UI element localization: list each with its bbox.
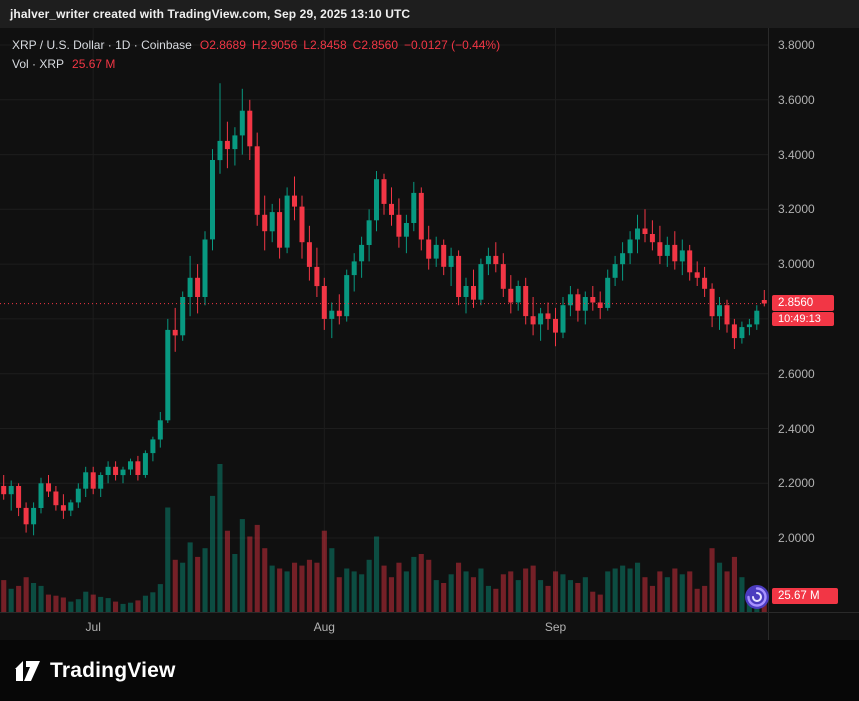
time-tick-label: Jul: [85, 620, 101, 634]
attribution-bar: jhalver_writer created with TradingView.…: [0, 0, 859, 28]
chart-pane[interactable]: XRP / U.S. Dollar · 1D · Coinbase O2.8689…: [0, 28, 770, 612]
ohlc-key: H: [251, 38, 261, 52]
price-tick-label: 3.2000: [778, 202, 815, 217]
price-tick-label: 2.4000: [778, 421, 815, 436]
price-tick-label: 3.4000: [778, 147, 815, 162]
legend-row-symbol: XRP / U.S. Dollar · 1D · Coinbase O2.8689…: [12, 36, 500, 55]
price-tick-label: 3.6000: [778, 92, 815, 107]
legend-row-volume: Vol · XRP 25.67 M: [12, 55, 500, 74]
ohlc-value: 2.8560: [361, 38, 399, 52]
axis-corner: [768, 612, 859, 640]
time-axis[interactable]: Jul Aug Sep: [0, 612, 768, 640]
ohlc-key: O: [199, 38, 210, 52]
volume-series-label[interactable]: Vol · XRP: [12, 57, 65, 71]
change-value: −0.0127 (−0.44%): [404, 38, 501, 52]
ohlc-key: L: [303, 38, 310, 52]
chart-legend: XRP / U.S. Dollar · 1D · Coinbase O2.8689…: [12, 36, 500, 74]
volume-current-value: 25.67 M: [72, 57, 116, 71]
price-tick-label: 3.0000: [778, 257, 815, 272]
ohlc-value: 2.9056: [260, 38, 298, 52]
ohlc-values: O2.8689 H2.9056 L2.8458 C2.8560: [200, 38, 404, 52]
attribution-text: jhalver_writer created with TradingView.…: [10, 7, 411, 21]
purple-swirl-sticker[interactable]: [744, 584, 770, 610]
symbol-title[interactable]: XRP / U.S. Dollar · 1D · Coinbase: [12, 38, 192, 52]
ohlc-value: 2.8689: [209, 38, 246, 52]
time-tick-label: Aug: [313, 620, 335, 634]
volume-value-badge: 25.67 M: [772, 588, 838, 604]
ohlc-key: C: [352, 38, 362, 52]
price-tick-label: 2.0000: [778, 531, 815, 545]
ohlc-value: 2.8458: [309, 38, 347, 52]
tradingview-logo-icon[interactable]: [13, 660, 41, 682]
bar-countdown-badge: 10:49:13: [772, 311, 834, 326]
swirl-icon: [745, 585, 769, 609]
price-axis[interactable]: 2.8560 10:49:13 25.67 M 3.8000 3.6000 3.40…: [768, 28, 859, 612]
price-tick-label: 2.2000: [778, 476, 815, 491]
time-tick-label: Sep: [544, 620, 567, 634]
tradingview-wordmark[interactable]: TradingView: [50, 658, 176, 682]
candlestick-chart-canvas[interactable]: [0, 28, 768, 612]
last-price-badge: 2.8560: [772, 294, 834, 311]
footer-bar: TradingView: [0, 640, 859, 701]
price-tick-label: 2.6000: [778, 366, 815, 381]
price-tick-label: 3.8000: [778, 38, 815, 52]
